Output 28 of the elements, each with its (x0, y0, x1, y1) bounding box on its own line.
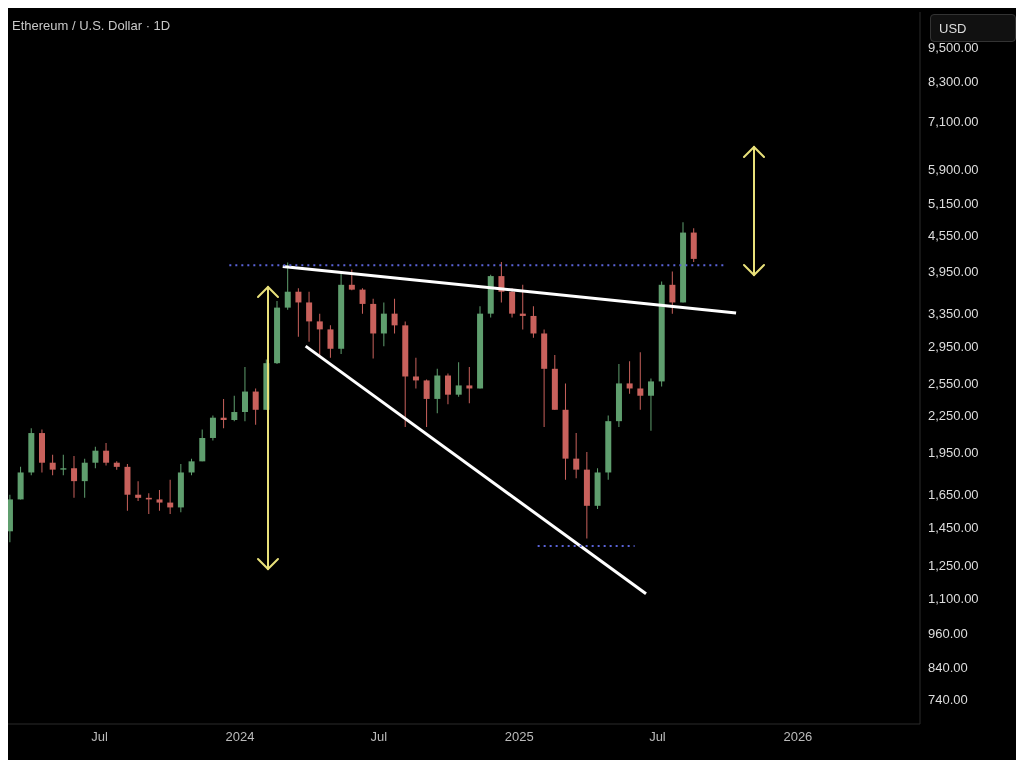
y-tick-label: 740.00 (928, 692, 968, 708)
x-tick-label: Jul (649, 729, 666, 745)
y-axis-title: USD (939, 20, 967, 36)
y-tick-label: 1,450.00 (928, 520, 979, 536)
x-tick-label: 2026 (783, 729, 813, 745)
x-tick-label: Jul (370, 729, 388, 745)
y-tick-label: 2,250.00 (928, 408, 979, 424)
y-tick-label: 1,100.00 (928, 591, 979, 606)
y-tick-label: 9,500.00 (928, 39, 979, 55)
y-tick-label: 1,650.00 (928, 487, 979, 503)
y-tick-label: 1,250.00 (928, 558, 979, 574)
y-tick-label: 4,550.00 (928, 227, 979, 243)
y-tick-label: 8,300.00 (928, 74, 979, 90)
x-tick-label: Jul (91, 729, 108, 745)
y-tick-label: 2,550.00 (928, 376, 979, 392)
x-tick-label: 2025 (504, 729, 534, 745)
y-tick-label: 5,900.00 (928, 161, 979, 177)
text: Ethereum / U.S. Dollar · 1D (12, 18, 171, 33)
x-tick-label: 2024 (225, 729, 255, 745)
y-tick-label: 1,950.00 (928, 444, 979, 460)
candlestick (466, 366, 473, 404)
y-tick-label: 7,100.00 (928, 114, 979, 130)
y-tick-label: 960.00 (928, 625, 968, 641)
y-tick-label: 2,950.00 (928, 338, 979, 354)
y-tick-label: 3,350.00 (928, 306, 979, 322)
y-tick-label: 3,950.00 (928, 264, 979, 280)
y-tick-label: 840.00 (928, 659, 968, 675)
y-tick-label: 5,150.00 (928, 196, 979, 212)
